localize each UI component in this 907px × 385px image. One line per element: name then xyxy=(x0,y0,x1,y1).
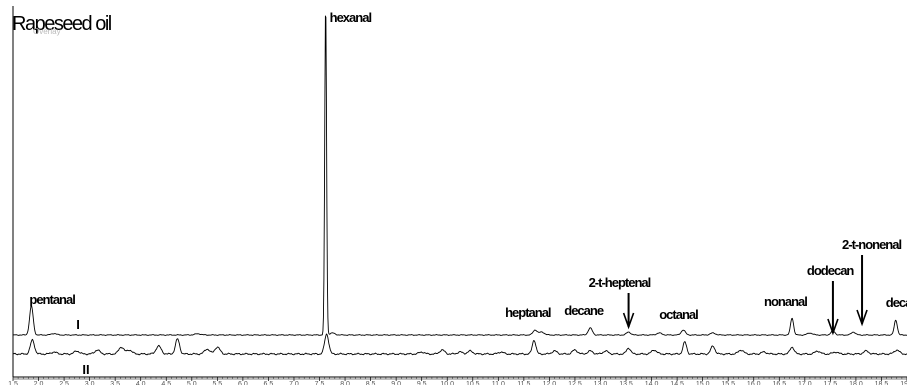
x-tick-label: 18.0 xyxy=(849,381,863,385)
peak-label-decane: decane xyxy=(564,303,604,318)
arrow-dodecan xyxy=(827,281,839,336)
peak-label-2-t-nonenal: 2-t-nonenal xyxy=(842,237,901,252)
peak-label-decanal: decanal xyxy=(886,295,907,310)
x-tick-label: 2.5 xyxy=(59,381,69,385)
x-tick-label: 17.5 xyxy=(824,381,838,385)
peak-label-octanal: octanal xyxy=(659,307,698,322)
peak-label-dodecan: dodecan xyxy=(807,263,855,278)
trace-ii xyxy=(12,333,907,356)
x-tick-label: 17.0 xyxy=(798,381,812,385)
x-tick-label: 3.0 xyxy=(85,381,95,385)
x-tick-label: 15.5 xyxy=(721,381,735,385)
x-tick-label: 9.0 xyxy=(391,381,401,385)
x-tick-label: 5.5 xyxy=(212,381,222,385)
peak-label-nonanal: nonanal xyxy=(764,294,807,309)
chart-subtitle: Overlay xyxy=(33,27,61,36)
x-tick-label: 12.5 xyxy=(568,381,582,385)
x-tick-label: 7.0 xyxy=(289,381,299,385)
x-tick-label: 8.0 xyxy=(340,381,350,385)
x-tick-label: 15.0 xyxy=(696,381,710,385)
annotation-arrows xyxy=(622,255,868,336)
chart-axes: 1.5 2.0 2.5 3.0 3.5 4.0 4.5 5.0 5.5 6.0 6.5 7.0 7.5 8… xyxy=(8,6,907,385)
peak-label-hexanal: hexanal xyxy=(330,10,372,25)
x-tick-label: 12.0 xyxy=(543,381,557,385)
x-tick-label: 6.0 xyxy=(238,381,248,385)
x-tick-label: 14.5 xyxy=(670,381,684,385)
x-tick-label: 7.5 xyxy=(315,381,325,385)
peak-label-heptanal: heptanal xyxy=(505,305,551,320)
x-tick-label: 8.5 xyxy=(366,381,376,385)
x-tick-label: 13.0 xyxy=(594,381,608,385)
x-tick-label: 13.5 xyxy=(619,381,633,385)
trace-i xyxy=(12,15,907,336)
x-tick-label: 18.5 xyxy=(875,381,889,385)
chart-traces xyxy=(12,15,907,356)
x-tick-label: 4.5 xyxy=(161,381,171,385)
x-tick-label: 6.5 xyxy=(264,381,274,385)
x-tick-label: 9.5 xyxy=(417,381,427,385)
x-tick-label: 14.0 xyxy=(645,381,659,385)
x-tick-label: 1.5 xyxy=(8,381,18,385)
peak-label-2-t-heptenal: 2-t-heptenal xyxy=(589,275,651,290)
x-tick-label: 3.5 xyxy=(110,381,120,385)
trace-label-i: I xyxy=(76,317,80,332)
x-tick-label: 11.5 xyxy=(517,381,530,385)
chart-title: Rapeseed oil xyxy=(12,13,112,35)
x-tick-label: 10.0 xyxy=(440,381,454,385)
x-tick-label: 4.0 xyxy=(136,381,146,385)
arrow-2-t-heptenal xyxy=(622,293,635,330)
arrow-2-t-nonenal xyxy=(856,255,868,327)
x-tick-label: 10.5 xyxy=(466,381,480,385)
x-tick-label: 2.0 xyxy=(34,381,44,385)
x-tick-label: 19.0 xyxy=(900,381,907,385)
x-tick-label: 5.0 xyxy=(187,381,197,385)
x-tick-label: 11.0 xyxy=(492,381,505,385)
x-tick-label: 16.0 xyxy=(747,381,761,385)
trace-label-ii: II xyxy=(82,362,89,377)
x-tick-label: 16.5 xyxy=(772,381,786,385)
peak-label-pentanal: pentanal xyxy=(29,292,75,307)
